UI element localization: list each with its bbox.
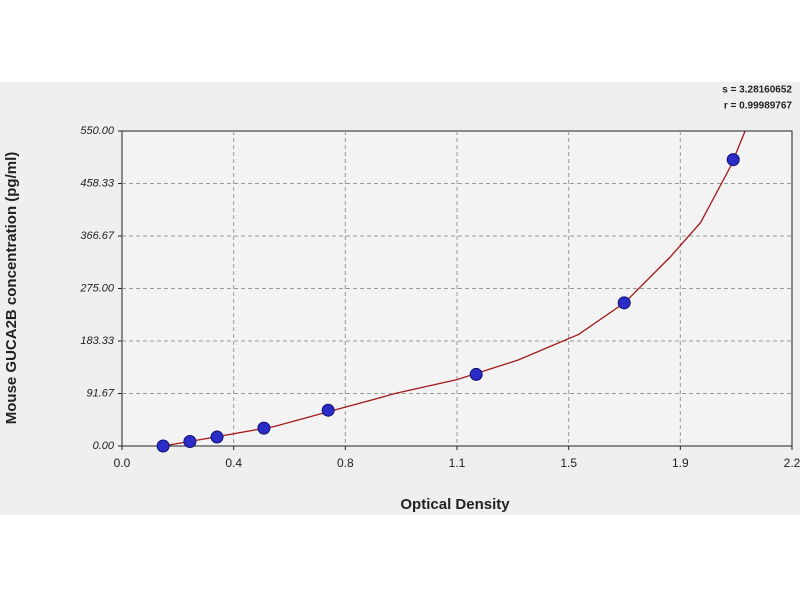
y-axis-label: Mouse GUCA2B concentration (pg/ml) (3, 152, 20, 425)
y-tick-label: 91.67 (86, 387, 114, 399)
annotation: s = 3.28160652 (722, 85, 792, 96)
y-tick-label: 550.00 (80, 125, 115, 137)
point (210, 430, 224, 444)
point (617, 296, 631, 310)
fit-curve (162, 130, 746, 447)
point (257, 421, 271, 435)
x-tick-label: 2.2 (784, 456, 800, 470)
y-tick-label: 275.00 (79, 282, 115, 294)
point (469, 367, 483, 381)
y-tick-label: 183.33 (80, 335, 115, 347)
point (183, 435, 197, 449)
x-tick-label: 0.8 (337, 456, 354, 470)
point (321, 403, 335, 417)
x-tick-label: 1.9 (672, 456, 689, 470)
y-tick-label: 0.00 (93, 440, 115, 452)
point (726, 153, 740, 167)
y-tick-label: 366.67 (80, 230, 115, 242)
x-tick-label: 0.4 (225, 456, 242, 470)
x-axis-label: Optical Density (400, 496, 510, 513)
x-tick-label: 0.0 (114, 456, 131, 470)
x-tick-label: 1.5 (560, 456, 577, 470)
annotation: r = 0.99989767 (724, 101, 793, 112)
x-tick-label: 1.1 (449, 456, 466, 470)
y-tick-label: 458.33 (80, 177, 115, 189)
point (156, 439, 170, 453)
